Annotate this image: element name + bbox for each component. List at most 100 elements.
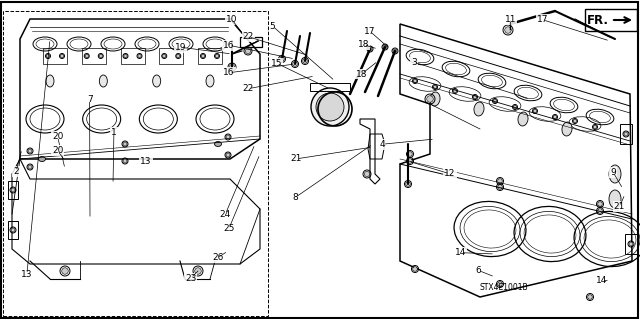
Ellipse shape <box>85 54 88 58</box>
Ellipse shape <box>474 95 477 99</box>
Ellipse shape <box>303 59 307 63</box>
Ellipse shape <box>629 242 633 246</box>
Ellipse shape <box>413 79 417 83</box>
Text: 4: 4 <box>380 140 385 149</box>
Bar <box>585 9 637 31</box>
Ellipse shape <box>427 96 433 102</box>
Text: 11: 11 <box>505 15 516 24</box>
Ellipse shape <box>214 142 221 146</box>
Text: 18: 18 <box>356 70 367 78</box>
Ellipse shape <box>453 89 456 93</box>
Ellipse shape <box>11 188 15 192</box>
Text: 20: 20 <box>52 132 63 141</box>
Ellipse shape <box>123 142 127 146</box>
Text: 13: 13 <box>140 157 152 166</box>
Text: 5: 5 <box>270 22 275 31</box>
Text: 1: 1 <box>111 128 116 137</box>
Bar <box>43 48 67 64</box>
Text: 22: 22 <box>243 84 254 93</box>
Text: 10: 10 <box>226 15 237 24</box>
Text: 25: 25 <box>223 224 235 233</box>
Ellipse shape <box>60 54 63 58</box>
Ellipse shape <box>368 47 372 51</box>
Text: 8: 8 <box>293 193 298 202</box>
Text: 21: 21 <box>614 202 625 211</box>
Bar <box>240 37 262 47</box>
Ellipse shape <box>216 54 219 58</box>
Text: 26: 26 <box>212 253 223 262</box>
Text: 7: 7 <box>87 95 92 104</box>
Bar <box>625 234 637 254</box>
Bar <box>8 181 18 199</box>
Ellipse shape <box>498 179 502 183</box>
Ellipse shape <box>229 64 235 70</box>
Ellipse shape <box>408 152 412 156</box>
Text: 14: 14 <box>596 276 607 285</box>
Ellipse shape <box>364 171 370 177</box>
Ellipse shape <box>316 93 344 121</box>
Ellipse shape <box>554 115 557 119</box>
Ellipse shape <box>153 75 161 87</box>
Text: 3: 3 <box>412 58 417 67</box>
Ellipse shape <box>61 268 68 274</box>
Ellipse shape <box>292 62 297 66</box>
Text: 17: 17 <box>537 15 548 24</box>
Ellipse shape <box>406 182 410 186</box>
Bar <box>82 48 106 64</box>
Ellipse shape <box>202 54 205 58</box>
Text: 12: 12 <box>444 169 456 178</box>
Ellipse shape <box>433 85 436 89</box>
Text: 17: 17 <box>364 27 376 36</box>
Ellipse shape <box>598 209 602 213</box>
Ellipse shape <box>226 153 230 157</box>
Text: 15: 15 <box>271 59 282 68</box>
Text: 9: 9 <box>611 168 616 177</box>
Text: 19: 19 <box>175 43 186 52</box>
Ellipse shape <box>38 157 45 161</box>
Bar <box>198 48 222 64</box>
Ellipse shape <box>11 228 15 232</box>
Ellipse shape <box>123 159 127 163</box>
Text: 18: 18 <box>358 40 369 49</box>
Ellipse shape <box>474 102 484 116</box>
Ellipse shape <box>393 49 397 53</box>
Ellipse shape <box>206 75 214 87</box>
Text: 13: 13 <box>21 270 33 279</box>
Text: 16: 16 <box>223 68 235 77</box>
Text: 20: 20 <box>52 146 63 155</box>
Ellipse shape <box>573 119 577 122</box>
Bar <box>310 83 350 91</box>
Ellipse shape <box>562 122 572 136</box>
Ellipse shape <box>383 45 387 49</box>
Ellipse shape <box>28 149 32 153</box>
Text: FR.: FR. <box>587 13 609 26</box>
Bar <box>8 221 18 239</box>
Ellipse shape <box>505 27 511 33</box>
Text: 21: 21 <box>291 154 302 163</box>
Text: 2: 2 <box>13 167 19 176</box>
Ellipse shape <box>99 54 102 58</box>
Text: 22: 22 <box>243 32 254 41</box>
Ellipse shape <box>533 109 536 113</box>
Ellipse shape <box>413 267 417 271</box>
Text: STX4E1001B: STX4E1001B <box>480 283 529 292</box>
Bar <box>3 11 268 316</box>
Ellipse shape <box>518 112 528 126</box>
Text: 16: 16 <box>223 41 235 50</box>
Ellipse shape <box>513 105 516 109</box>
Ellipse shape <box>593 125 596 129</box>
Ellipse shape <box>498 185 502 189</box>
Ellipse shape <box>280 57 284 61</box>
Bar <box>159 48 183 64</box>
Ellipse shape <box>609 165 621 183</box>
Ellipse shape <box>124 54 127 58</box>
Text: 14: 14 <box>455 248 467 257</box>
Ellipse shape <box>226 135 230 139</box>
Bar <box>620 124 632 144</box>
Ellipse shape <box>245 48 251 54</box>
Text: 23: 23 <box>185 274 196 283</box>
Ellipse shape <box>138 54 141 58</box>
Ellipse shape <box>609 190 621 208</box>
Ellipse shape <box>624 132 628 136</box>
Ellipse shape <box>598 202 602 206</box>
